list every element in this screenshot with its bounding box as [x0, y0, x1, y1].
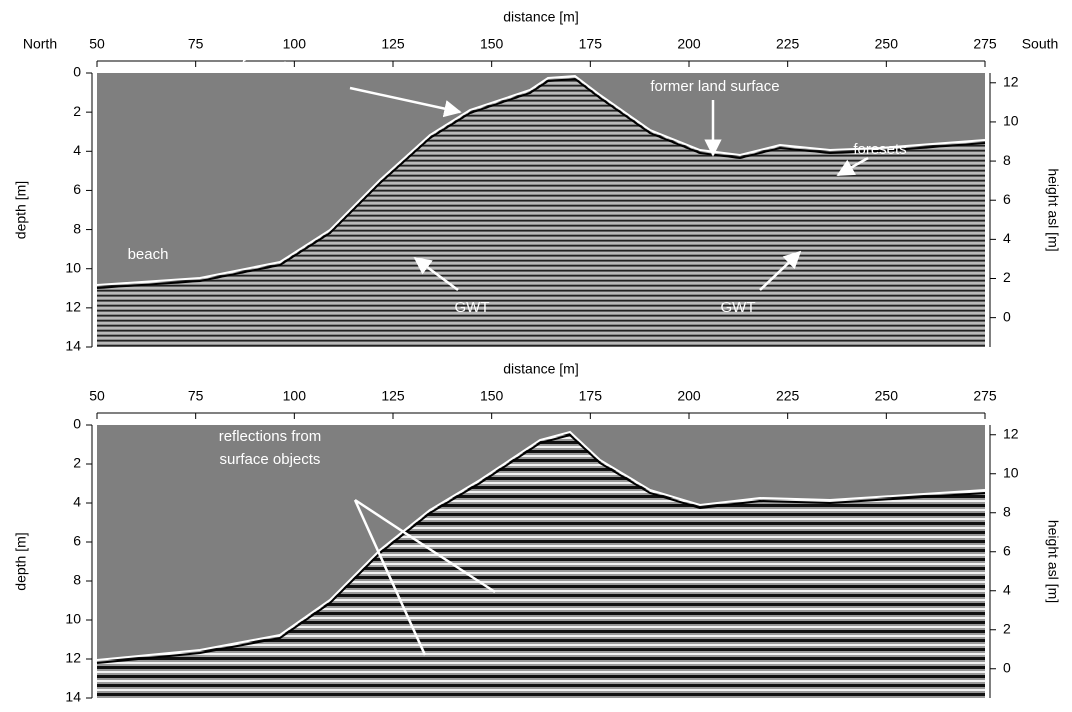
x-tick-label: 200 — [677, 36, 701, 52]
y-tick-label: 6 — [73, 533, 81, 549]
x-axis-title: distance [m] — [503, 9, 578, 25]
annotation-arrow — [413, 256, 459, 292]
x-tick-label: 125 — [381, 36, 405, 52]
y2-axis-title: height asl [m] — [1045, 520, 1061, 603]
y2-tick-label: 2 — [1003, 620, 1011, 636]
surface-reflection-dark — [96, 433, 986, 664]
right-end-label: South — [1022, 36, 1059, 52]
annotation: foresets — [853, 141, 906, 158]
x-tick-label: 200 — [677, 388, 701, 404]
y-tick-label: 14 — [65, 689, 81, 705]
y2-tick-label: 8 — [1003, 503, 1011, 519]
annotation: beach — [128, 246, 169, 263]
y-tick-label: 0 — [73, 64, 81, 80]
radargram-subsurface — [97, 76, 985, 347]
x-tick-label: 100 — [283, 388, 307, 404]
annotation-arrow — [836, 156, 869, 177]
y2-tick-label: 0 — [1003, 308, 1011, 324]
y-axis-title: depth [m] — [13, 532, 29, 590]
y-tick-label: 0 — [73, 416, 81, 432]
y-tick-label: 4 — [73, 142, 81, 158]
y2-tick-label: 10 — [1003, 464, 1019, 480]
surface-reflection-dark — [96, 77, 986, 289]
x-tick-label: 150 — [480, 36, 504, 52]
y2-tick-label: 4 — [1003, 581, 1011, 597]
annotation-arrow — [759, 250, 802, 291]
y2-tick-label: 12 — [1003, 73, 1019, 89]
y2-tick-label: 6 — [1003, 542, 1011, 558]
annotation: GWT — [455, 299, 490, 316]
y-tick-label: 10 — [65, 611, 81, 627]
y-tick-label: 4 — [73, 494, 81, 510]
x-tick-label: 75 — [188, 36, 204, 52]
x-tick-label: 50 — [89, 36, 105, 52]
y2-tick-label: 10 — [1003, 113, 1019, 129]
x-tick-label: 50 — [89, 388, 105, 404]
y2-tick-label: 8 — [1003, 152, 1011, 168]
x-tick-label: 175 — [579, 388, 603, 404]
y-tick-label: 14 — [65, 338, 81, 354]
surface-reflection — [96, 74, 986, 286]
y2-axis-title: height asl [m] — [1045, 168, 1061, 251]
annotation-arrow — [354, 498, 496, 594]
annotation: surface objects — [220, 451, 321, 468]
y2-tick-label: 6 — [1003, 191, 1011, 207]
y2-tick-label: 2 — [1003, 269, 1011, 285]
y-axis-title: depth [m] — [13, 181, 29, 239]
y-tick-label: 12 — [65, 299, 81, 315]
surface-reflection — [96, 430, 986, 661]
left-end-label: North — [23, 36, 57, 52]
x-tick-label: 150 — [480, 388, 504, 404]
y2-tick-label: 12 — [1003, 425, 1019, 441]
x-tick-label: 275 — [973, 388, 997, 404]
y-tick-label: 6 — [73, 181, 81, 197]
y-tick-label: 2 — [73, 103, 81, 119]
x-tick-label: 250 — [875, 388, 899, 404]
y2-tick-label: 0 — [1003, 659, 1011, 675]
annotation-arrow — [349, 86, 462, 118]
x-tick-label: 225 — [776, 36, 800, 52]
annotation-arrow — [353, 499, 427, 656]
y-tick-label: 12 — [65, 650, 81, 666]
y-tick-label: 2 — [73, 455, 81, 471]
annotation: GWT — [721, 299, 756, 316]
x-axis-title: distance [m] — [503, 361, 578, 377]
annotation: foresets — [241, 58, 294, 75]
x-tick-label: 75 — [188, 388, 204, 404]
y-tick-label: 8 — [73, 220, 81, 236]
x-tick-label: 275 — [973, 36, 997, 52]
annotation: former land surface — [650, 78, 779, 95]
y2-tick-label: 4 — [1003, 230, 1011, 246]
y-tick-label: 10 — [65, 259, 81, 275]
x-tick-label: 125 — [381, 388, 405, 404]
x-tick-label: 175 — [579, 36, 603, 52]
x-tick-label: 250 — [875, 36, 899, 52]
x-tick-label: 225 — [776, 388, 800, 404]
y-tick-label: 8 — [73, 572, 81, 588]
x-tick-label: 100 — [283, 36, 307, 52]
annotation: reflections from — [219, 428, 322, 445]
